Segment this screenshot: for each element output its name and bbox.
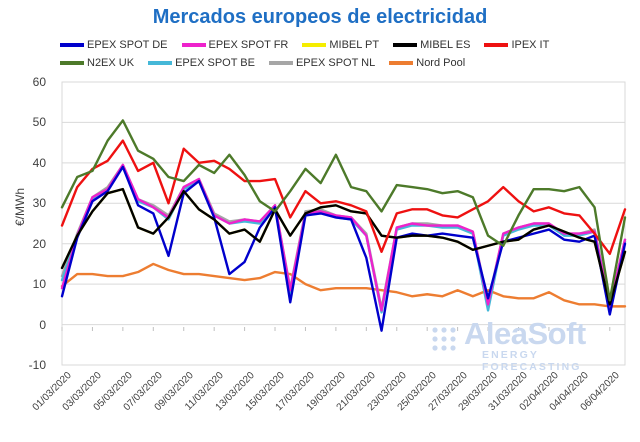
series-line-n2ex-uk — [60, 119, 627, 302]
legend-label: MIBEL ES — [420, 39, 471, 51]
legend-item-ipex-it[interactable]: IPEX IT — [484, 39, 549, 51]
series-line-epex-spot-fr — [60, 163, 627, 312]
legend-swatch-icon — [181, 43, 206, 47]
y-axis-tick-label: 0 — [39, 317, 46, 332]
series-line-nord-pool — [60, 262, 627, 308]
legend-swatch-icon — [60, 43, 84, 47]
legend-swatch-icon — [148, 61, 173, 65]
y-axis-tick-label: 40 — [32, 155, 46, 170]
chart-legend: EPEX SPOT DE EPEX SPOT FR MIBEL PT MIBEL ES… — [60, 36, 640, 72]
legend-swatch-icon — [393, 43, 418, 47]
legend-swatch-icon — [389, 61, 414, 65]
legend-item-epex-spot-fr[interactable]: EPEX SPOT FR — [181, 39, 289, 51]
legend-item-epex-spot-be[interactable]: EPEX SPOT BE — [148, 57, 255, 69]
series-line-mibel-es — [60, 187, 627, 306]
legend-label: IPEX IT — [511, 39, 550, 51]
y-axis-tick-label: 10 — [32, 277, 46, 292]
series-line-ipex-it — [60, 139, 627, 256]
legend-item-epex-spot-de[interactable]: EPEX SPOT DE — [60, 39, 168, 51]
legend-label: EPEX SPOT DE — [87, 39, 168, 51]
legend-swatch-icon — [302, 43, 327, 47]
legend-item-mibel-pt[interactable]: MIBEL PT — [302, 39, 379, 51]
legend-swatch-icon — [484, 43, 509, 47]
legend-item-epex-spot-nl[interactable]: EPEX SPOT NL — [268, 57, 376, 69]
y-axis-tick-label: 60 — [32, 75, 46, 89]
legend-item-n2ex-uk[interactable]: N2EX UK — [60, 57, 134, 69]
legend-label: Nord Pool — [416, 57, 466, 69]
legend-row-1: EPEX SPOT DE EPEX SPOT FR MIBEL PT MIBEL ES… — [60, 36, 640, 54]
chart-title: Mercados europeos de electricidad — [152, 6, 488, 28]
legend-item-nord-pool[interactable]: Nord Pool — [389, 57, 465, 69]
y-axis-tick-label: 20 — [32, 236, 46, 251]
legend-label: EPEX SPOT BE — [175, 57, 255, 69]
legend-label: N2EX UK — [87, 57, 135, 69]
legend-swatch-icon — [268, 61, 293, 65]
series-line-epex-spot-de — [60, 165, 627, 332]
y-axis-tick-label: -10 — [28, 358, 46, 372]
legend-label: MIBEL PT — [329, 39, 380, 51]
legend-item-mibel-es[interactable]: MIBEL ES — [393, 39, 470, 51]
legend-label: EPEX SPOT FR — [208, 39, 289, 51]
legend-label: EPEX SPOT NL — [295, 57, 376, 69]
y-axis-tick-label: 50 — [32, 115, 46, 130]
y-axis-tick-label: 30 — [32, 196, 46, 211]
legend-row-2: N2EX UK EPEX SPOT BE EPEX SPOT NL Nord Pool — [60, 54, 640, 72]
legend-swatch-icon — [60, 61, 84, 65]
